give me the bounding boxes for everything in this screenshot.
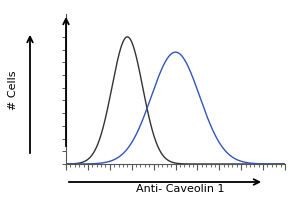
Text: Anti- Caveolin 1: Anti- Caveolin 1 (136, 184, 224, 194)
Text: # Cells: # Cells (8, 70, 19, 110)
